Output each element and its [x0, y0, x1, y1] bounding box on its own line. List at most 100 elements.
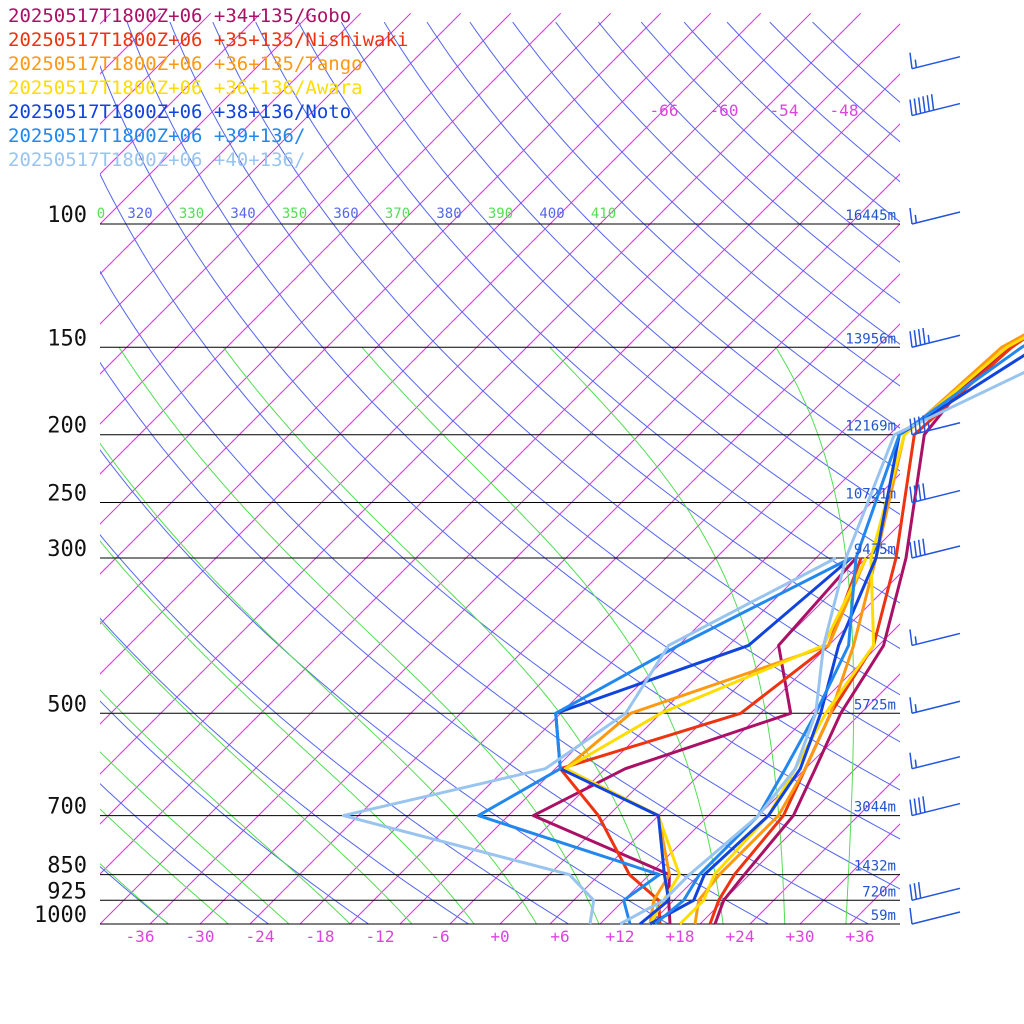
- temperature-tick-label: +6: [550, 927, 569, 946]
- wind-barbs: [909, 52, 961, 925]
- isotherm-line: [100, 12, 762, 675]
- legend-entry: 20250517T1800Z+06 +40+136/: [8, 149, 306, 171]
- temperature-line: [678, 336, 1024, 926]
- moist-adiabat-line: [100, 689, 351, 924]
- theta-label: 360: [333, 206, 358, 222]
- theta-label: 380: [436, 206, 461, 222]
- dry-adiabat-line: [100, 270, 870, 924]
- legend-entry: 20250517T1800Z+06 +35+135/Nishiwaki: [8, 29, 409, 51]
- wind-barb: [909, 327, 961, 348]
- dewpoint-line: [341, 556, 837, 925]
- dry-adiabat-line: [169, 21, 900, 743]
- dry-adiabat-line: [469, 21, 900, 429]
- isotherm-line: [100, 12, 412, 325]
- dry-adiabat-line: [126, 21, 900, 791]
- dry-adiabat-line: [640, 21, 900, 263]
- legend-entry: 20250517T1800Z+06 +34+135/Gobo: [8, 5, 352, 27]
- moist-adiabat-line: [100, 751, 290, 924]
- upper-temperature-label: -48: [830, 101, 859, 120]
- dry-adiabat-line: [298, 21, 900, 604]
- dry-adiabat-line: [100, 449, 670, 924]
- isotherm-line: [449, 473, 900, 924]
- isotherm-line: [399, 423, 900, 924]
- theta-label: 400: [539, 206, 564, 222]
- theta-label: 330: [179, 206, 204, 222]
- theta-label: 370: [385, 206, 410, 222]
- moist-adiabat-line: [100, 808, 230, 924]
- height-label: 3044m: [854, 800, 896, 816]
- dry-adiabat-line: [100, 361, 770, 924]
- dewpoint-line: [558, 557, 863, 925]
- isotherm-line: [100, 123, 900, 924]
- height-label: 59m: [871, 908, 896, 924]
- isotherm-line: [100, 12, 462, 375]
- isotherm-line: [699, 723, 900, 924]
- temperature-tick-label: -36: [126, 927, 155, 946]
- isotherm-line: [499, 523, 900, 924]
- dry-adiabat-line: [426, 21, 900, 472]
- wind-barb: [909, 94, 961, 117]
- wind-barb: [909, 538, 961, 559]
- theta-label: 340: [230, 206, 255, 222]
- height-label: 10721m: [845, 487, 896, 503]
- wind-barb: [909, 415, 961, 436]
- dry-adiabat-line: [683, 21, 900, 223]
- pressure-label: 850: [47, 854, 87, 879]
- isotherm-line: [199, 223, 900, 924]
- height-label: 12169m: [845, 419, 896, 435]
- isotherm-line: [100, 12, 862, 775]
- theta-label: 320: [127, 206, 152, 222]
- temperature-tick-label: -18: [306, 927, 335, 946]
- isotherm-line: [100, 12, 362, 275]
- wind-barb: [909, 796, 961, 817]
- isobars: [100, 223, 900, 925]
- height-label: 720m: [862, 884, 896, 900]
- height-label: 1432m: [854, 859, 896, 875]
- dry-adiabat-line: [769, 21, 900, 143]
- isotherm-line: [549, 573, 900, 924]
- pressure-label: 250: [47, 482, 87, 507]
- pressure-label: 200: [47, 414, 87, 439]
- dry-adiabat-line: [255, 21, 900, 650]
- isotherm-line: [100, 12, 512, 425]
- pressure-label: 300: [47, 537, 87, 562]
- sounding-series: [341, 333, 1024, 926]
- height-label: 5725m: [854, 697, 896, 713]
- isotherm-line: [249, 273, 900, 924]
- theta-label: 390: [488, 206, 513, 222]
- isotherm-line: [599, 623, 900, 924]
- isotherm-line: [100, 12, 262, 175]
- temperature-line: [649, 353, 1024, 926]
- pressure-label: 925: [47, 879, 87, 904]
- pressure-label: 100: [47, 203, 87, 228]
- legend-entry: 20250517T1800Z+06 +39+136/: [8, 125, 306, 147]
- upper-temperature-label: -54: [770, 101, 799, 120]
- wind-barb: [909, 752, 961, 770]
- legend-entry: 20250517T1800Z+06 +36+136/Awara: [8, 77, 363, 99]
- dry-adiabat-line: [212, 21, 900, 696]
- isotherm-line: [100, 12, 662, 575]
- temperature-tick-label: -24: [246, 927, 275, 946]
- temperature-tick-label: +30: [786, 927, 815, 946]
- legend-entry: 20250517T1800Z+06 +36+135/Tango: [8, 53, 363, 75]
- pressure-label: 150: [47, 326, 87, 351]
- moist-adiabat-line: [100, 863, 169, 924]
- isotherm-line: [100, 23, 900, 825]
- wind-barb: [909, 483, 961, 504]
- temperature-tick-label: -12: [366, 927, 395, 946]
- dry-adiabat-line: [100, 617, 470, 924]
- axis-labels: 100 16445m 150 13956m 200 12169m 250 10721m 300 9…: [34, 101, 896, 946]
- theta-label: 410: [591, 206, 616, 222]
- pressure-label: 700: [47, 795, 87, 820]
- dry-adiabat-line: [100, 700, 370, 924]
- temperature-tick-label: +0: [490, 927, 509, 946]
- isotherm-line: [100, 12, 562, 475]
- isotherm-line: [299, 323, 900, 924]
- wind-barb: [909, 882, 961, 902]
- temperature-tick-label: +12: [606, 927, 635, 946]
- dry-adiabat-line: [100, 534, 570, 924]
- upper-temperature-label: -60: [710, 101, 739, 120]
- height-label: 16445m: [845, 208, 896, 224]
- dry-adiabat-line: [726, 21, 900, 183]
